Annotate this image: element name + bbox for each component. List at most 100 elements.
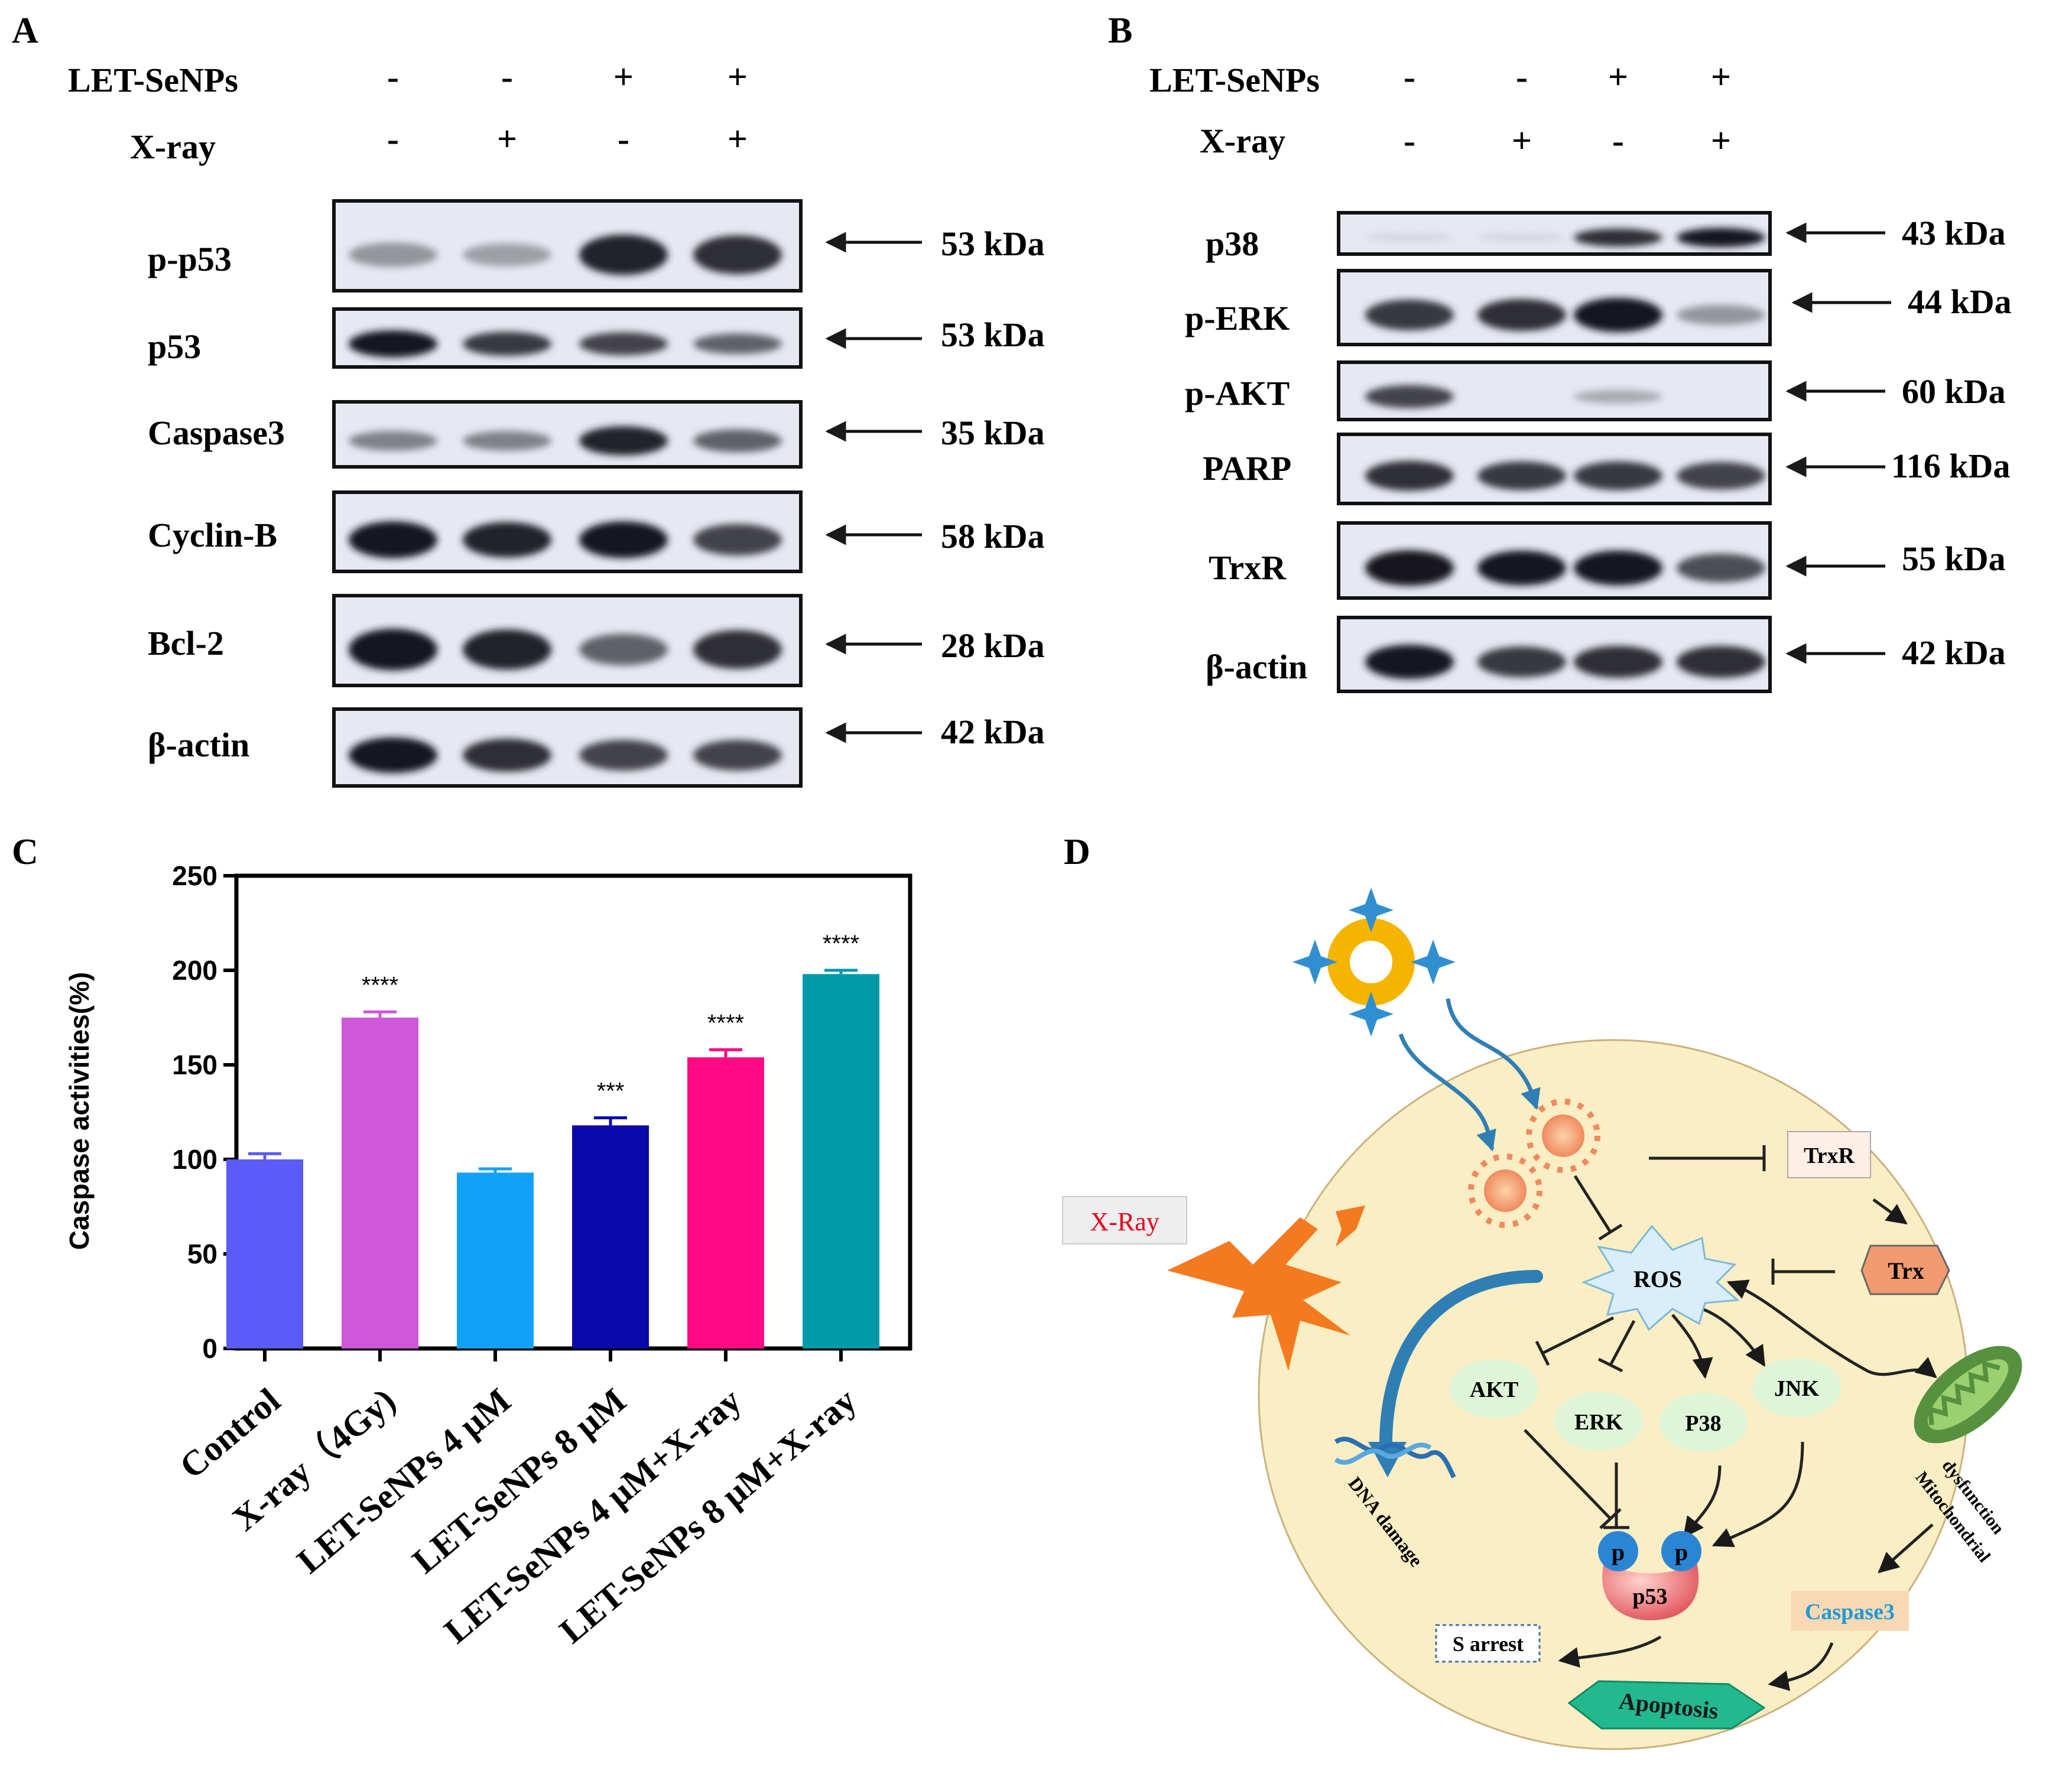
treatment-sign: - [387, 57, 399, 96]
p38-node [1659, 1393, 1748, 1452]
panel-label-a: A [12, 11, 38, 51]
akt-label: AKT [1470, 1377, 1518, 1402]
blot-band [349, 628, 437, 671]
s-arrest-label: S arrest [1453, 1632, 1524, 1656]
panel-b-treatment-label: LET-SeNPs [1149, 61, 1320, 99]
blot-band [1477, 233, 1566, 242]
significance-label: **** [707, 1010, 744, 1036]
blot-band [579, 235, 668, 275]
blot-size-label: 42 kDa [1902, 633, 2006, 672]
blot-band [1365, 233, 1454, 242]
dna-helix-icon [1334, 1437, 1456, 1478]
blot-band [463, 522, 551, 558]
x-tick-label: LET-SeNPs 4 μM [290, 1380, 518, 1581]
significance-label: **** [362, 972, 398, 998]
ros-burst [1581, 1224, 1740, 1331]
blot-band [1677, 646, 1765, 678]
blot-band [1365, 550, 1454, 586]
blot-band [1574, 228, 1662, 247]
caspase3-box [1791, 1591, 1909, 1631]
inhibition-arrows [1524, 1145, 1835, 1529]
treatment-sign: + [1608, 57, 1628, 96]
dna-helix-icon [1334, 1442, 1432, 1465]
y-tick-label: 250 [172, 860, 217, 891]
blot-band [1677, 305, 1765, 325]
panel-b-treatment-signs: - - + + - + - + [1404, 57, 1731, 160]
blot-band [579, 426, 668, 456]
significance-label: *** [597, 1078, 625, 1104]
blot-band [463, 431, 551, 451]
bar [572, 1125, 649, 1348]
blot-band [693, 630, 782, 670]
panel-label-c: C [12, 832, 38, 872]
blot-protein-label: p-AKT [1185, 374, 1290, 412]
blot-band [1365, 300, 1454, 330]
blot-band [1574, 550, 1662, 586]
blot-protein-label: β-actin [148, 726, 249, 764]
panel-a-western-blot: LET-SeNPs X-ray - - + + - + - + p-p53 p53 Caspa… [68, 57, 1045, 788]
p38-label: P38 [1685, 1411, 1721, 1436]
blot-size-label: 53 kDa [941, 225, 1045, 263]
blot-size-label: 42 kDa [941, 713, 1045, 751]
s-arrest-box [1435, 1624, 1541, 1663]
blot-size-label: 55 kDa [1902, 540, 2006, 578]
trx-label: Trx [1888, 1257, 1924, 1284]
sparkle-icon [1411, 940, 1456, 984]
blot-band [1677, 553, 1765, 583]
trxr-box [1787, 1131, 1871, 1178]
panel-a-blots [332, 199, 803, 788]
panel-b-blots [1337, 211, 1772, 693]
blot-band [1677, 228, 1765, 248]
blot-band [1574, 646, 1662, 678]
blot-protein-label: TrxR [1209, 548, 1287, 587]
blot-band [1677, 462, 1765, 490]
bar [457, 1172, 534, 1348]
senp-sun-icon [1526, 1099, 1600, 1173]
y-tick-label: 0 [202, 1333, 217, 1364]
treatment-sign: - [501, 57, 513, 96]
erk-label: ERK [1574, 1410, 1623, 1435]
uptake-arrows [1398, 998, 1541, 1152]
y-tick-label: 150 [172, 1049, 217, 1080]
dna-damage-arrow [1379, 1270, 1543, 1460]
blot-band [693, 235, 782, 275]
blot-band [463, 332, 551, 356]
ros-label: ROS [1633, 1266, 1682, 1292]
blot-size-label: 44 kDa [1908, 282, 2012, 321]
sparkle-icon [1349, 992, 1394, 1036]
p53-protein [1602, 1560, 1699, 1620]
blot-band [693, 740, 782, 771]
blot-size-label: 116 kDa [1891, 447, 2010, 485]
phospho-label: p [1612, 1539, 1625, 1565]
blot-size-arrows [1785, 222, 1891, 664]
panel-a-treatment-label: LET-SeNPs [68, 61, 238, 99]
blot-band [693, 429, 782, 453]
treatment-sign: - [1404, 57, 1415, 96]
treatment-sign: + [728, 57, 748, 96]
panel-label-b: B [1108, 11, 1132, 51]
bar [342, 1018, 418, 1348]
blot-band [579, 332, 668, 356]
blot-band [1477, 646, 1566, 677]
panel-b-western-blot: LET-SeNPs X-ray - - + + - + - + p38 p-ERK p-AKT… [1149, 57, 2012, 693]
treatment-sign: + [728, 119, 748, 158]
blot-band [579, 633, 668, 665]
blot-band [1477, 299, 1566, 331]
blot-band [1477, 550, 1566, 586]
sparkle-icon [1349, 888, 1394, 932]
apoptosis-badge [1567, 1680, 1766, 1730]
blot-band [693, 333, 782, 355]
blot-size-label: 35 kDa [941, 414, 1045, 452]
panel-label-d: D [1064, 832, 1090, 872]
blot-size-arrows [825, 232, 922, 743]
blot-band [579, 740, 668, 771]
x-tick-label: LET-SeNPs 8 μM [405, 1380, 633, 1581]
blot-size-label: 60 kDa [1902, 372, 2006, 411]
xray-label: X-Ray [1090, 1207, 1159, 1236]
blot-size-label: 43 kDa [1902, 214, 2006, 252]
jnk-label: JNK [1774, 1376, 1819, 1401]
blot-band [1574, 298, 1662, 332]
blot-size-label: 53 kDa [941, 316, 1045, 354]
